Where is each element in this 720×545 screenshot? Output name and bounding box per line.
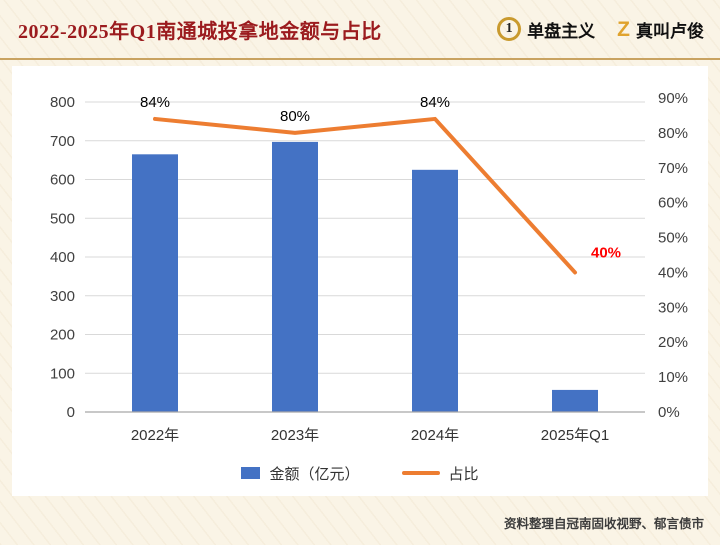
right-axis-tick: 70% bbox=[658, 160, 688, 177]
right-axis-tick: 0% bbox=[658, 404, 680, 421]
legend-bar-swatch bbox=[241, 467, 261, 479]
point-label: 84% bbox=[420, 94, 450, 111]
right-axis-tick: 60% bbox=[658, 195, 688, 212]
legend-ratio-label: 占比 bbox=[448, 465, 479, 483]
right-axis-tick: 80% bbox=[658, 125, 688, 142]
right-axis-tick: 40% bbox=[658, 264, 688, 281]
bar-2022年 bbox=[132, 154, 178, 412]
footer: 资料整理自冠南固收视野、郁言债市 bbox=[504, 513, 704, 532]
point-label: 80% bbox=[280, 108, 310, 125]
right-axis-tick: 50% bbox=[658, 230, 688, 247]
left-axis-tick: 800 bbox=[50, 94, 75, 111]
right-axis-tick: 10% bbox=[658, 369, 688, 386]
x-axis-category: 2023年 bbox=[271, 427, 319, 444]
zhenjiaolujun-logo-icon: Z bbox=[617, 17, 630, 41]
left-axis-tick: 300 bbox=[50, 288, 75, 305]
left-axis-tick: 100 bbox=[50, 365, 75, 382]
legend-amount-label: 金额（亿元） bbox=[269, 465, 360, 483]
left-axis-tick: 700 bbox=[50, 133, 75, 150]
right-axis-tick: 30% bbox=[658, 299, 688, 316]
x-axis-category: 2025年Q1 bbox=[541, 427, 609, 444]
right-axis-tick: 90% bbox=[658, 90, 688, 107]
header: 2022-2025年Q1南通城投拿地金额与占比 1 单盘主义 Z 真叫卢俊 bbox=[0, 0, 720, 60]
source-note: 资料整理自冠南固收视野、郁言债市 bbox=[503, 517, 704, 531]
ratio-line bbox=[153, 116, 577, 275]
legend-item-amount: 金额（亿元） bbox=[241, 463, 360, 484]
chart-panel: 800 700 600 500 400 300 200 100 0 90% 80% 70% 60% 50%… bbox=[12, 66, 708, 496]
right-axis-tick: 20% bbox=[658, 334, 688, 351]
left-axis-tick: 0 bbox=[67, 404, 75, 421]
bar-2025年Q1 bbox=[552, 389, 598, 412]
legend-item-ratio: 占比 bbox=[401, 463, 479, 484]
danpanzhuyi-logo-label: 单盘主义 bbox=[527, 21, 596, 41]
x-axis-category: 2024年 bbox=[411, 427, 459, 444]
left-axis-tick: 600 bbox=[50, 172, 75, 189]
danpanzhuyi-logo: 1 单盘主义 bbox=[497, 17, 595, 42]
zhenjiaolujun-logo: Z 真叫卢俊 bbox=[617, 17, 704, 42]
left-axis-tick: 500 bbox=[50, 210, 75, 227]
x-axis-category: 2022年 bbox=[131, 427, 179, 444]
left-axis-tick: 200 bbox=[50, 327, 75, 344]
legend: 金额（亿元） 占比 bbox=[12, 460, 708, 486]
point-label: 40% bbox=[591, 244, 621, 261]
logos: 1 单盘主义 Z 真叫卢俊 bbox=[497, 17, 704, 42]
bar-line-chart: 800 700 600 500 400 300 200 100 0 90% 80% 70% 60% 50%… bbox=[12, 68, 708, 460]
danpanzhuyi-logo-icon: 1 bbox=[497, 17, 522, 41]
left-axis-tick: 400 bbox=[50, 249, 75, 266]
bar-2023年 bbox=[272, 141, 318, 412]
page-title: 2022-2025年Q1南通城投拿地金额与占比 bbox=[18, 20, 382, 43]
bar-2024年 bbox=[412, 169, 458, 412]
zhenjiaolujun-logo-label: 真叫卢俊 bbox=[636, 21, 704, 41]
point-label: 84% bbox=[140, 94, 170, 111]
legend-line-swatch bbox=[401, 471, 440, 475]
